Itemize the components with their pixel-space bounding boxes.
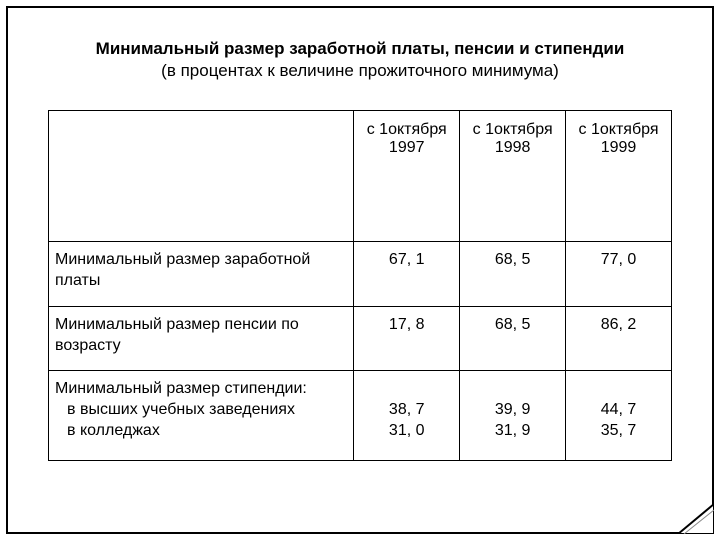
cell-value: 38, 7 [389, 401, 425, 418]
header-1997: с 1октября 1997 [354, 111, 460, 242]
subtitle: (в процентах к величине прожиточного мин… [48, 60, 672, 82]
table-row: Минимальный размер заработной платы 67, … [49, 242, 672, 307]
header-row: с 1октября 1997 с 1октября 1998 с 1октяб… [49, 111, 672, 242]
row-label-sub: в колледжах [55, 421, 160, 442]
data-table: с 1октября 1997 с 1октября 1998 с 1октяб… [48, 110, 672, 461]
cell-value: 44, 7 [601, 401, 637, 418]
header-1998: с 1октября 1998 [460, 111, 566, 242]
cell-value: 31, 0 [389, 422, 425, 439]
cell: 77, 0 [566, 242, 672, 307]
cell-value: 39, 9 [495, 401, 531, 418]
cell-value: 35, 7 [601, 422, 637, 439]
cell: 68, 5 [460, 242, 566, 307]
header-1999: с 1октября 1999 [566, 111, 672, 242]
row-label-main: Минимальный размер стипендии: [55, 380, 307, 397]
row-label: Минимальный размер заработной платы [49, 242, 354, 307]
row-label: Минимальный размер стипендии: в высших у… [49, 371, 354, 461]
table-row: Минимальный размер пенсии по возрасту 17… [49, 306, 672, 371]
table-row: Минимальный размер стипендии: в высших у… [49, 371, 672, 461]
cell-value: 31, 9 [495, 422, 531, 439]
cell: 68, 5 [460, 306, 566, 371]
page-border: Минимальный размер заработной платы, пен… [6, 6, 714, 534]
row-label: Минимальный размер пенсии по возрасту [49, 306, 354, 371]
cell: 67, 1 [354, 242, 460, 307]
page-fold-icon [678, 504, 714, 534]
cell: 38, 7 31, 0 [354, 371, 460, 461]
header-empty [49, 111, 354, 242]
cell: 39, 9 31, 9 [460, 371, 566, 461]
cell: 17, 8 [354, 306, 460, 371]
cell: 44, 7 35, 7 [566, 371, 672, 461]
cell: 86, 2 [566, 306, 672, 371]
title: Минимальный размер заработной платы, пен… [48, 38, 672, 60]
row-label-sub: в высших учебных заведениях [55, 400, 295, 421]
